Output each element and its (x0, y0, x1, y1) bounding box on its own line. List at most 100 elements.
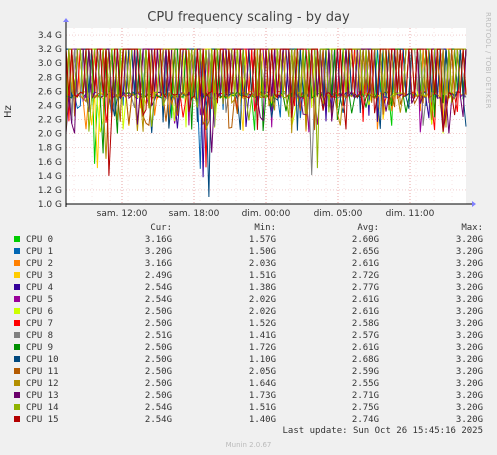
legend-row: CPU 9 2.50G 1.72G 2.61G 3.20G (0, 342, 497, 354)
y-tick-label: 3.4 G (38, 31, 62, 41)
legend-swatch (14, 296, 20, 302)
legend-row: CPU 5 2.54G 2.02G 2.61G 3.20G (0, 294, 497, 306)
chart-plot: 1.0 G 1.2 G 1.4 G 1.6 G 1.8 G 2.0 G 2.2 G 2.4 G… (38, 18, 476, 219)
col-cur-header: Cur: (150, 223, 172, 233)
y-tick-label: 1.0 G (38, 200, 62, 210)
legend-swatch (14, 344, 20, 350)
legend-max: 3.20G (455, 247, 483, 257)
legend-cur: 2.51G (144, 331, 172, 341)
legend-min: 1.73G (248, 391, 276, 401)
col-max-header: Max: (461, 223, 483, 233)
legend-row: CPU 3 2.49G 1.51G 2.72G 3.20G (0, 270, 497, 282)
legend-swatch (14, 380, 20, 386)
legend-header: Cur: Min: Avg: Max: (0, 222, 497, 234)
y-tick-labels: 1.0 G 1.2 G 1.4 G 1.6 G 1.8 G 2.0 G 2.2 G 2.4 G… (38, 31, 62, 210)
legend-min: 1.41G (248, 331, 276, 341)
legend-avg: 2.55G (351, 379, 379, 389)
legend-max: 3.20G (455, 331, 483, 341)
legend-min: 2.02G (248, 295, 276, 305)
legend-avg: 2.61G (351, 307, 379, 317)
legend-min: 1.50G (248, 247, 276, 257)
legend-cur: 2.54G (144, 415, 172, 425)
legend-row: CPU 12 2.50G 1.64G 2.55G 3.20G (0, 378, 497, 390)
legend-series-name: CPU 6 (26, 307, 54, 317)
legend-min: 1.40G (248, 415, 276, 425)
legend-cur: 2.50G (144, 307, 172, 317)
legend-max: 3.20G (455, 403, 483, 413)
legend: Cur: Min: Avg: Max: CPU 0 3.16G 1.57G 2.60G… (0, 222, 497, 426)
legend-row: CPU 1 3.20G 1.50G 2.65G 3.20G (0, 246, 497, 258)
x-tick-label: dim. 11:00 (386, 209, 435, 219)
axes (63, 18, 476, 207)
legend-cur: 2.54G (144, 295, 172, 305)
legend-row: CPU 15 2.54G 1.40G 2.74G 3.20G (0, 414, 497, 426)
y-tick-label: 2.0 G (38, 130, 62, 140)
legend-swatch (14, 320, 20, 326)
legend-cur: 3.20G (144, 247, 172, 257)
y-tick-label: 2.6 G (38, 87, 62, 97)
legend-max: 3.20G (455, 391, 483, 401)
x-axis-arrow (472, 201, 476, 207)
legend-min: 1.10G (248, 355, 276, 365)
x-tick-label: sam. 18:00 (169, 209, 220, 219)
legend-min: 2.02G (248, 307, 276, 317)
legend-swatch (14, 272, 20, 278)
legend-series-name: CPU 8 (26, 331, 54, 341)
y-tick-label: 2.4 G (38, 101, 62, 111)
legend-max: 3.20G (455, 271, 483, 281)
legend-min: 1.64G (248, 379, 276, 389)
legend-min: 1.72G (248, 343, 276, 353)
legend-swatch (14, 308, 20, 314)
legend-swatch (14, 260, 20, 266)
legend-series-name: CPU 9 (26, 343, 54, 353)
y-tick-label: 1.8 G (38, 144, 62, 154)
y-axis-arrow (63, 18, 69, 22)
legend-row: CPU 6 2.50G 2.02G 2.61G 3.20G (0, 306, 497, 318)
legend-max: 3.20G (455, 259, 483, 269)
legend-avg: 2.74G (351, 415, 379, 425)
legend-series-name: CPU 1 (26, 247, 54, 257)
y-tick-label: 1.2 G (38, 186, 62, 196)
legend-min: 1.38G (248, 283, 276, 293)
x-tick-labels: sam. 12:00 sam. 18:00 dim. 00:00 dim. 05:00… (97, 209, 435, 219)
legend-swatch (14, 332, 20, 338)
legend-swatch (14, 392, 20, 398)
legend-swatch (14, 236, 20, 242)
col-avg-header: Avg: (357, 223, 379, 233)
legend-series-name: CPU 10 (26, 355, 59, 365)
legend-swatch (14, 356, 20, 362)
legend-series-name: CPU 14 (26, 403, 59, 413)
legend-cur: 2.50G (144, 343, 172, 353)
legend-avg: 2.61G (351, 259, 379, 269)
legend-row: CPU 11 2.50G 2.05G 2.59G 3.20G (0, 366, 497, 378)
legend-series-name: CPU 13 (26, 391, 59, 401)
legend-min: 1.51G (248, 271, 276, 281)
y-tick-label: 2.2 G (38, 116, 62, 126)
legend-cur: 2.50G (144, 367, 172, 377)
legend-cur: 2.50G (144, 391, 172, 401)
legend-max: 3.20G (455, 379, 483, 389)
y-tick-label: 1.4 G (38, 172, 62, 182)
legend-cur: 2.54G (144, 283, 172, 293)
legend-avg: 2.68G (351, 355, 379, 365)
legend-max: 3.20G (455, 283, 483, 293)
legend-min: 2.03G (248, 259, 276, 269)
legend-min: 1.52G (248, 319, 276, 329)
legend-row: CPU 2 3.16G 2.03G 2.61G 3.20G (0, 258, 497, 270)
legend-max: 3.20G (455, 307, 483, 317)
x-tick-label: dim. 00:00 (242, 209, 291, 219)
legend-min: 1.51G (248, 403, 276, 413)
legend-row: CPU 7 2.50G 1.52G 2.58G 3.20G (0, 318, 497, 330)
last-update: Last update: Sun Oct 26 15:45:16 2025 (282, 426, 483, 436)
rrdtool-credit: RRDTOOL / TOBI OETIKER (484, 12, 492, 109)
legend-row: CPU 10 2.50G 1.10G 2.68G 3.20G (0, 354, 497, 366)
legend-cur: 2.50G (144, 355, 172, 365)
legend-max: 3.20G (455, 235, 483, 245)
legend-swatch (14, 404, 20, 410)
legend-avg: 2.72G (351, 271, 379, 281)
legend-series-name: CPU 12 (26, 379, 59, 389)
legend-avg: 2.71G (351, 391, 379, 401)
legend-max: 3.20G (455, 415, 483, 425)
legend-series-name: CPU 4 (26, 283, 54, 293)
legend-cur: 3.16G (144, 235, 172, 245)
